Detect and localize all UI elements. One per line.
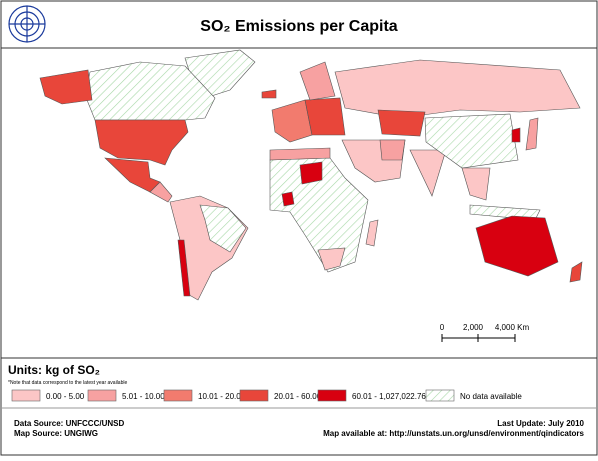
scale-bar: 0 2,000 4,000 Km (440, 323, 530, 342)
legend-note: *Note that data correspond to the latest… (8, 380, 127, 386)
ivory-coast (281, 191, 295, 207)
legend-swatch (11, 389, 41, 402)
madagascar (365, 219, 379, 247)
china (424, 113, 519, 169)
last-update: Last Update: July 2010 (497, 419, 584, 428)
japan (525, 117, 539, 151)
scale-label: 0 (440, 323, 445, 332)
chile (177, 239, 191, 297)
legend-label: 10.01 - 20.00 (198, 392, 246, 401)
scale-label: 4,000 Km (495, 323, 530, 332)
central-europe (304, 97, 346, 136)
legend-swatch (163, 389, 193, 402)
brazil (199, 204, 247, 253)
iran (379, 139, 406, 161)
un-logo (8, 5, 46, 43)
scale-label: 2,000 (463, 323, 484, 332)
india (409, 149, 447, 197)
kazakhstan (377, 109, 426, 137)
legend-label: 60.01 - 1,027,022.76 (352, 392, 426, 401)
legend-swatch (239, 389, 269, 402)
data-source: Data Source: UNFCCC/UNSD (14, 419, 124, 428)
africa (269, 157, 369, 273)
central-america (149, 181, 173, 203)
australia (475, 215, 559, 277)
legend-swatch (425, 389, 455, 402)
legend-label: 5.01 - 10.00 (122, 392, 165, 401)
north-africa (269, 147, 331, 161)
world-map (39, 49, 583, 301)
western-europe (271, 99, 313, 143)
niger (299, 161, 323, 185)
south-africa (317, 247, 346, 271)
legend: 0.00 - 5.00 5.01 - 10.00 10.01 - 20.00 20.0… (11, 389, 522, 402)
alaska (39, 69, 93, 105)
scandinavia (299, 61, 336, 101)
legend-units: Units: kg of SO₂ (8, 363, 100, 377)
usa (94, 119, 189, 166)
title: SO₂ Emissions per Capita (200, 18, 397, 35)
iceland (261, 89, 277, 99)
new-zealand (569, 261, 583, 283)
southeast-asia (461, 167, 491, 201)
canada (84, 61, 216, 121)
russia (334, 59, 581, 119)
map-source: Map Source: UNGIWG (14, 429, 98, 438)
map-url: Map available at: http://unstats.un.org/… (323, 429, 584, 438)
legend-label: No data available (460, 392, 522, 401)
legend-label: 0.00 - 5.00 (46, 392, 85, 401)
legend-label: 20.01 - 60.00 (274, 392, 322, 401)
legend-swatch (317, 389, 347, 402)
korea (511, 127, 521, 143)
legend-swatch (87, 389, 117, 402)
